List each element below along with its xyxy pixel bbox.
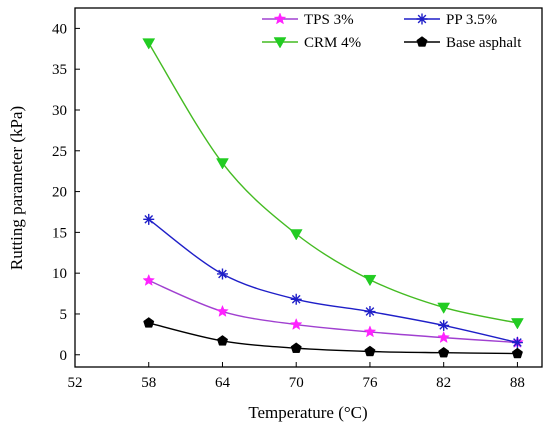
data-point	[511, 347, 523, 359]
data-point	[363, 274, 377, 287]
data-point	[289, 317, 303, 330]
x-tick-label: 76	[362, 375, 378, 391]
data-point	[216, 158, 229, 170]
series-line	[148, 218, 518, 344]
data-point	[216, 268, 228, 280]
data-point	[511, 337, 523, 349]
data-point	[216, 304, 229, 317]
data-point	[437, 330, 451, 344]
x-tick-label: 64	[215, 375, 231, 391]
y-tick-label: 5	[60, 307, 68, 323]
series-2	[142, 38, 524, 330]
series-line	[148, 322, 518, 355]
series-1	[143, 213, 523, 349]
y-tick-label: 0	[60, 348, 68, 364]
y-tick-label: 10	[52, 266, 67, 282]
data-point	[143, 213, 155, 225]
y-tick-label: 40	[52, 21, 67, 37]
legend-item: PP 3.5%	[404, 12, 497, 28]
legend-item: CRM 4%	[262, 35, 361, 51]
series-3	[143, 317, 523, 359]
data-point	[438, 319, 450, 331]
y-tick-label: 35	[52, 62, 67, 78]
legend-label: Base asphalt	[446, 35, 522, 51]
data-point	[364, 345, 376, 357]
legend-marker	[416, 13, 428, 25]
x-tick-label: 52	[68, 375, 83, 391]
data-point	[438, 346, 450, 358]
legend-item: TPS 3%	[262, 12, 354, 28]
y-tick-label: 25	[52, 144, 67, 160]
data-point	[289, 229, 303, 241]
data-point	[510, 318, 524, 330]
series-line	[148, 279, 518, 344]
data-point	[290, 293, 302, 305]
data-point	[143, 317, 155, 328]
x-tick-label: 82	[436, 375, 451, 391]
legend-label: CRM 4%	[304, 35, 361, 51]
data-point	[290, 342, 302, 353]
y-axis-title: Rutting parameter (kPa)	[7, 106, 26, 270]
series-line	[148, 42, 518, 324]
data-point	[437, 302, 451, 314]
data-point	[364, 306, 376, 318]
y-tick-label: 30	[52, 103, 67, 119]
y-tick-label: 15	[52, 225, 67, 241]
x-axis-title: Temperature (°C)	[248, 403, 367, 422]
data-point	[216, 335, 228, 346]
legend-item: Base asphalt	[404, 35, 522, 51]
plot-frame	[74, 7, 543, 368]
series-layer	[142, 38, 524, 359]
legend-label: PP 3.5%	[446, 12, 497, 28]
legend-marker	[273, 12, 287, 25]
legend-marker	[416, 36, 428, 47]
legend-marker	[273, 37, 287, 49]
data-point	[142, 273, 156, 286]
data-point	[363, 325, 377, 338]
legend: TPS 3% PP 3.5% CRM 4% Base asphalt	[262, 12, 522, 51]
x-tick-label: 58	[141, 375, 156, 391]
legend-label: TPS 3%	[304, 12, 354, 28]
data-point	[142, 38, 156, 50]
x-tick-label: 70	[289, 375, 304, 391]
y-tick-label: 20	[52, 185, 67, 201]
x-tick-label: 88	[510, 375, 525, 391]
axis-ticks: 52 58 64 70 76 82 88 0 5 10 15 20 25 30 35 40	[52, 21, 525, 391]
